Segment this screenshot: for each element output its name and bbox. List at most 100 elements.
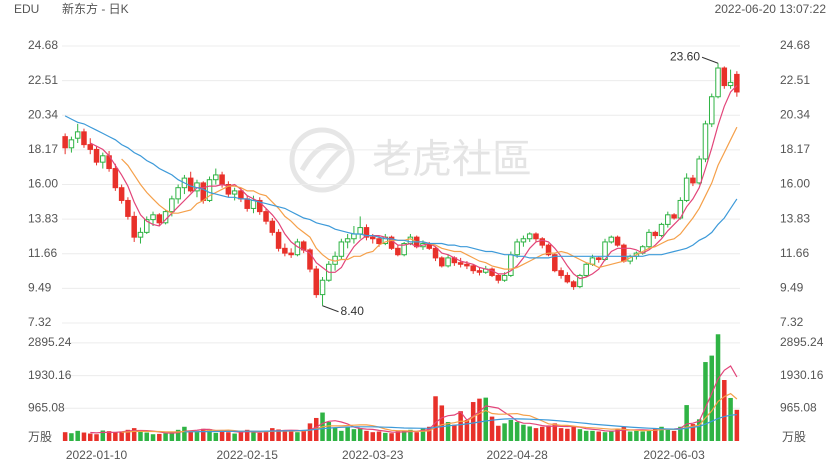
volume-bar (357, 428, 363, 441)
y-tick-label-left: 24.68 (28, 38, 58, 52)
candle-body (665, 214, 671, 225)
volume-bar (263, 430, 269, 441)
volume-bar (722, 380, 727, 441)
volume-bar (326, 422, 332, 441)
volume-bar (514, 422, 520, 441)
volume-bar (194, 430, 200, 441)
candle-body (313, 268, 320, 296)
volume-bar (276, 429, 281, 441)
y-tick-label-left: 9.49 (28, 281, 52, 295)
candle-body (244, 198, 250, 209)
candle-body (225, 184, 232, 195)
volume-bar (508, 419, 514, 441)
candle-body (112, 168, 119, 189)
volume-bar (345, 426, 350, 441)
candle-body (338, 241, 345, 257)
volume-bar (62, 432, 68, 441)
volume-bar (665, 429, 671, 441)
volume-bar (270, 428, 275, 441)
volume-bar (288, 431, 294, 441)
volume-bar (602, 432, 608, 441)
candle-body (87, 144, 94, 150)
candle-body (533, 233, 539, 240)
y-tick-label-right: 11.66 (780, 246, 809, 260)
volume-bar (678, 426, 683, 441)
candle-body (708, 96, 715, 125)
volume-bar (389, 433, 394, 441)
volume-bar (226, 432, 231, 441)
volume-bar (433, 396, 438, 441)
volume-bar (364, 430, 369, 441)
volume-bar (734, 409, 740, 441)
y-tick-label-left: 20.34 (28, 107, 58, 121)
x-tick-label: 2022-04-28 (486, 448, 548, 462)
volume-bar (339, 430, 344, 441)
y-tick-label-right: 965.08 (780, 400, 817, 414)
candle-body (690, 177, 696, 184)
volume-bar (351, 429, 357, 441)
candle-body (658, 223, 665, 237)
candle-body (175, 187, 181, 200)
candle-body (275, 231, 282, 249)
volume-bar (539, 426, 545, 441)
volume-bar (690, 424, 696, 441)
y-tick-label-left: 1930.16 (28, 368, 72, 382)
volume-bar (251, 432, 256, 441)
candle-body (125, 199, 131, 217)
candle-body (282, 247, 288, 254)
candle-body (526, 233, 533, 240)
volume-bar (244, 429, 250, 441)
candle-body (219, 174, 225, 186)
volume-bar (188, 431, 193, 441)
candle-body (558, 270, 564, 276)
candle-body (464, 263, 470, 267)
candle-body (432, 247, 439, 259)
volume-bar (502, 423, 507, 441)
volume-bar (426, 426, 432, 441)
unit-label-left: 万股 (28, 430, 52, 444)
candle-body (68, 139, 75, 149)
volume-bar (138, 430, 143, 441)
volume-bar (496, 425, 501, 441)
candle-body (564, 274, 571, 283)
candle-body (470, 265, 476, 272)
y-tick-label-left: 18.17 (28, 142, 58, 156)
candle-body (734, 73, 740, 93)
y-tick-label-right: 13.83 (780, 211, 810, 225)
volume-bar (477, 398, 482, 441)
moving-average-line (121, 392, 738, 433)
volume-bar (596, 431, 602, 441)
annotation-label: 8.40 (341, 304, 365, 318)
y-tick-label-right: 2895.24 (780, 335, 824, 349)
candle-body (238, 190, 244, 200)
volume-bar (458, 411, 463, 441)
symbol: EDU (14, 2, 39, 16)
candle-body (545, 244, 552, 256)
volume-bar (232, 433, 237, 441)
candle-body (200, 182, 207, 201)
volume-bar (715, 334, 721, 441)
volume-bar (383, 432, 388, 441)
candle-body (683, 177, 690, 201)
candle-body (131, 215, 137, 238)
volume-bar (445, 422, 451, 441)
candle-body (156, 214, 163, 224)
volume-bar (106, 431, 112, 441)
candle-body (539, 238, 546, 246)
volume-bar (652, 428, 658, 441)
volume-bar (295, 432, 300, 441)
candle-body (608, 236, 615, 243)
volume-bar (728, 397, 733, 441)
volume-bar (558, 428, 564, 441)
candle-body (62, 136, 68, 149)
y-tick-label-left: 2895.24 (28, 335, 72, 349)
volume-bar (169, 432, 175, 441)
volume-bar (213, 432, 219, 441)
candle-body (520, 238, 527, 243)
volume-bar (627, 431, 633, 441)
candle-body (376, 238, 382, 245)
volume-bar (533, 428, 539, 441)
volume-bar (370, 432, 376, 441)
